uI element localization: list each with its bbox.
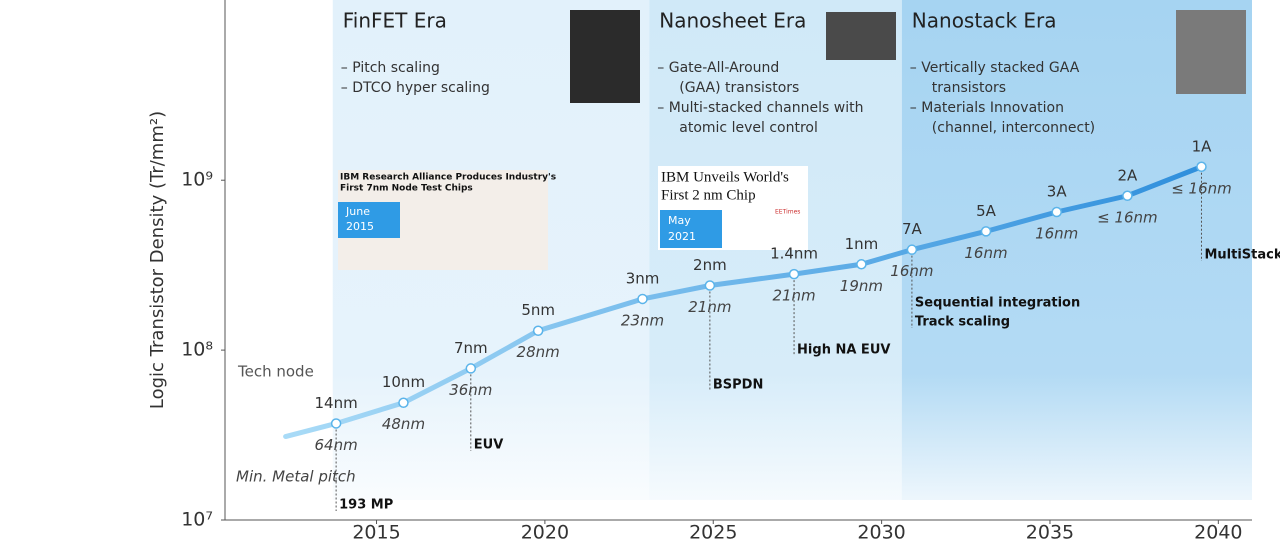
milestone-label: BSPDN [713, 378, 763, 393]
node-marker [398, 397, 409, 408]
pitch-label: 23nm [621, 311, 664, 329]
milestone-label: Sequential integration [915, 296, 1080, 311]
x-tick-label: 2015 [352, 522, 400, 544]
era-bullet: – Materials Innovation [910, 100, 1064, 116]
node-label: 7nm [454, 339, 488, 357]
y-tick-label: 10⁹ [181, 169, 213, 191]
era-title: Nanostack Era [912, 9, 1057, 33]
node-marker [906, 244, 918, 255]
milestone-label: Track scaling [915, 315, 1010, 330]
x-tick-label: 2030 [857, 522, 905, 544]
node-marker [532, 325, 544, 336]
pitch-title: Min. Metal pitch [236, 468, 356, 486]
node-marker [1051, 206, 1062, 218]
node-marker [704, 280, 716, 291]
node-label: 7A [902, 220, 923, 238]
node-marker [788, 268, 800, 280]
node-marker [1196, 161, 1207, 173]
era-bullet: – Gate-All-Around [657, 60, 779, 76]
news-headline: First 2 nm Chip [661, 187, 756, 203]
node-label: 1nm [845, 235, 879, 253]
news-headline: IBM Research Alliance Produces Industry'… [340, 173, 556, 183]
node-label: 3A [1047, 182, 1068, 200]
pitch-label: 16nm [890, 262, 933, 280]
pitch-label: 64nm [315, 436, 358, 454]
finfet-image [570, 10, 640, 103]
x-tick-label: 2025 [689, 522, 737, 544]
y-axis-label: Logic Transistor Density (Tr/mm²) [147, 111, 168, 409]
era-title: Nanosheet Era [659, 9, 806, 33]
era-bullet: – DTCO hyper scaling [341, 80, 490, 96]
node-label: 3nm [626, 269, 660, 287]
node-marker [330, 418, 342, 429]
era-bullet: atomic level control [679, 120, 818, 136]
pitch-label: 21nm [688, 298, 731, 316]
pitch-label: 16nm [964, 244, 1007, 262]
era-bullet: – Pitch scaling [341, 60, 440, 76]
era-bullet: (GAA) transistors [679, 80, 799, 96]
node-marker [1122, 190, 1133, 202]
milestone-label: MultiStack [1204, 248, 1280, 263]
news-source: EETimes [775, 209, 800, 216]
pitch-label: ≤ 16nm [1171, 179, 1232, 197]
milestone-label: High NA EUV [797, 343, 890, 358]
news-date: June [345, 205, 370, 218]
news-2nm: IBM Unveils World's First 2 nm Chip May … [658, 166, 808, 250]
x-tick-label: 2020 [521, 522, 569, 544]
node-label: 14nm [315, 394, 358, 412]
era-bullet: – Multi-stacked channels with [657, 100, 863, 116]
milestone-label: 193 MP [339, 498, 393, 513]
trend-line [283, 164, 1204, 440]
nanostack-image [1176, 10, 1246, 94]
node-marker [980, 226, 992, 237]
pitch-label: 28nm [517, 343, 560, 361]
node-label: 5A [976, 202, 997, 220]
node-marker [637, 293, 648, 305]
y-tick-label: 10⁸ [181, 339, 213, 361]
x-tick-label: 2040 [1194, 522, 1242, 544]
pitch-label: 48nm [382, 415, 425, 433]
news-headline: IBM Unveils World's [661, 169, 789, 185]
node-label: 5nm [521, 301, 555, 319]
node-label: 2nm [693, 256, 727, 274]
node-marker [856, 259, 867, 270]
era-bullet: transistors [932, 80, 1006, 96]
node-label: 1.4nm [770, 245, 818, 263]
era-bullet: – Vertically stacked GAA [910, 60, 1080, 76]
series-label: Tech node [237, 363, 314, 381]
pitch-label: 36nm [449, 381, 492, 399]
news-date: May [668, 214, 691, 227]
era-title: FinFET Era [343, 9, 447, 33]
node-label: 10nm [382, 373, 425, 391]
y-tick-label: 10⁷ [181, 509, 213, 531]
pitch-label: ≤ 16nm [1097, 208, 1158, 226]
pitch-label: 21nm [772, 287, 815, 305]
x-tick-label: 2035 [1026, 522, 1074, 544]
pitch-label: 19nm [840, 277, 883, 295]
nanosheet-image [826, 12, 896, 60]
news-headline: First 7nm Node Test Chips [340, 184, 473, 194]
pitch-label: 16nm [1035, 224, 1078, 242]
news-7nm: IBM Research Alliance Produces Industry'… [338, 170, 556, 270]
node-label: 1A [1192, 137, 1213, 155]
node-label: 2A [1118, 166, 1139, 184]
news-date-box [660, 210, 722, 248]
era-bullet: (channel, interconnect) [932, 120, 1095, 136]
news-date: 2015 [346, 220, 374, 233]
news-date: 2021 [668, 230, 696, 243]
milestone-label: EUV [474, 438, 504, 453]
news-date-box [338, 202, 400, 238]
node-marker [465, 363, 477, 374]
